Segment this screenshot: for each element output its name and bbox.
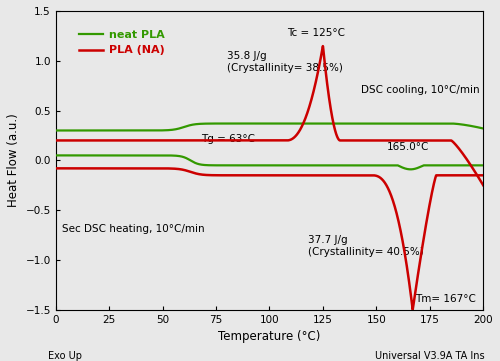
Legend: neat PLA, PLA (NA): neat PLA, PLA (NA)	[74, 26, 169, 60]
Y-axis label: Heat Flow (a.u.): Heat Flow (a.u.)	[7, 113, 20, 207]
Text: DSC cooling, 10°C/min: DSC cooling, 10°C/min	[362, 84, 480, 95]
Text: Sec DSC heating, 10°C/min: Sec DSC heating, 10°C/min	[62, 224, 205, 234]
Text: Exo Up: Exo Up	[48, 351, 82, 361]
Text: 35.8 J/g
(Crystallinity= 38.5%): 35.8 J/g (Crystallinity= 38.5%)	[226, 51, 342, 73]
Text: Tm= 167°C: Tm= 167°C	[415, 294, 476, 304]
Text: Universal V3.9A TA Ins: Universal V3.9A TA Ins	[376, 351, 485, 361]
X-axis label: Temperature (°C): Temperature (°C)	[218, 330, 320, 343]
Text: 37.7 J/g
(Crystallinity= 40.5%): 37.7 J/g (Crystallinity= 40.5%)	[308, 235, 424, 257]
Text: Tc = 125°C: Tc = 125°C	[288, 28, 346, 38]
Text: 165.0°C: 165.0°C	[387, 143, 430, 152]
Text: Tg = 63°C: Tg = 63°C	[201, 134, 255, 144]
